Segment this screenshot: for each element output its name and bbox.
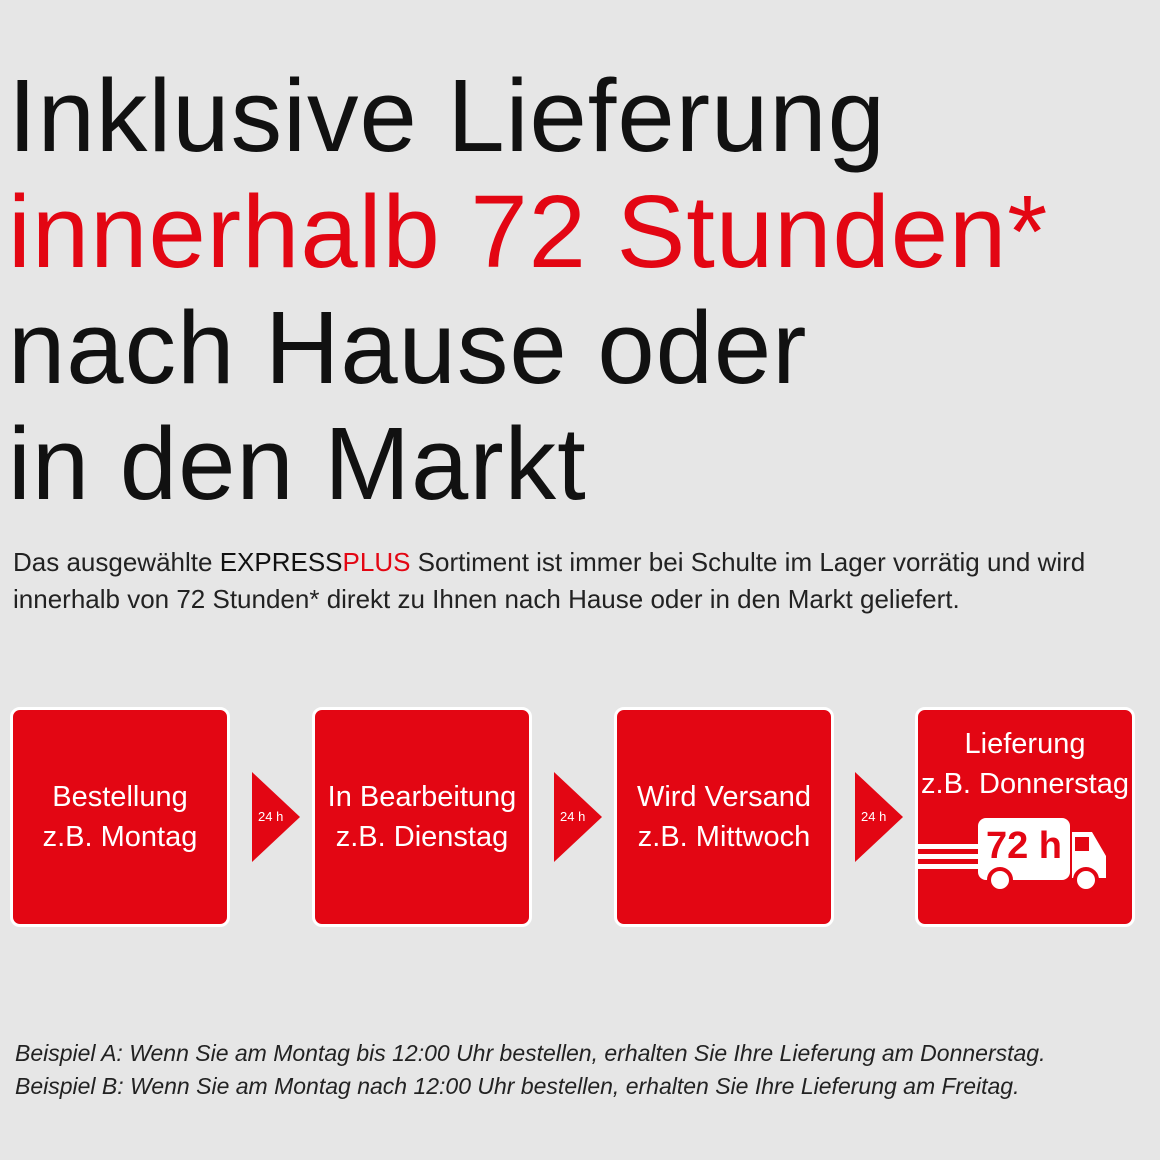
arrow-right-icon: 24 h [855, 772, 903, 862]
arrow-label: 24 h [560, 809, 586, 824]
brand-plus: PLUS [342, 547, 411, 577]
headline-line-3: nach Hause oder [8, 290, 808, 405]
step-order: Bestellung z.B. Montag [10, 707, 230, 927]
arrow-right-icon: 24 h [554, 772, 602, 862]
intro-line-2: innerhalb von 72 Stunden* direkt zu Ihne… [13, 584, 960, 614]
arrow-label: 24 h [861, 809, 887, 824]
truck-icon: 72 h [918, 818, 1106, 893]
footnotes: Beispiel A: Wenn Sie am Montag bis 12:00… [15, 1037, 1045, 1103]
step-day: z.B. Montag [42, 821, 198, 853]
step-day: z.B. Donnerstag [921, 768, 1129, 800]
step-processing: In Bearbeitung z.B. Dienstag [312, 707, 532, 927]
footnote-a: Beispiel A: Wenn Sie am Montag bis 12:00… [15, 1040, 1046, 1066]
step-delivery: Lieferung z.B. Donnerstag 72 h [915, 707, 1135, 927]
truck-label: 72 h [986, 825, 1062, 867]
step-title: In Bearbeitung [327, 781, 517, 813]
headline-line-4: in den Markt [8, 406, 587, 521]
brand-express: EXPRESS [219, 547, 343, 577]
arrow-right-icon: 24 h [252, 772, 300, 862]
headline-line-1: Inklusive Lieferung [8, 58, 886, 173]
step-shipping: Wird Versand z.B. Mittwoch [614, 707, 834, 927]
step-title: Bestellung [52, 781, 188, 813]
step-title: Lieferung [964, 728, 1086, 760]
step-day: z.B. Mittwoch [637, 821, 811, 853]
step-title: Wird Versand [636, 781, 812, 813]
intro-text: Das ausgewählte EXPRESSPLUS Sortiment is… [13, 544, 1085, 618]
intro-pre: Das ausgewählte [13, 547, 220, 577]
intro-post: Sortiment ist immer bei Schulte im Lager… [410, 547, 1086, 577]
footnote-b: Beispiel B: Wenn Sie am Montag nach 12:0… [15, 1073, 1020, 1099]
arrow-label: 24 h [258, 809, 284, 824]
step-day: z.B. Dienstag [335, 821, 509, 853]
headline-line-2: innerhalb 72 Stunden* [8, 174, 1049, 289]
